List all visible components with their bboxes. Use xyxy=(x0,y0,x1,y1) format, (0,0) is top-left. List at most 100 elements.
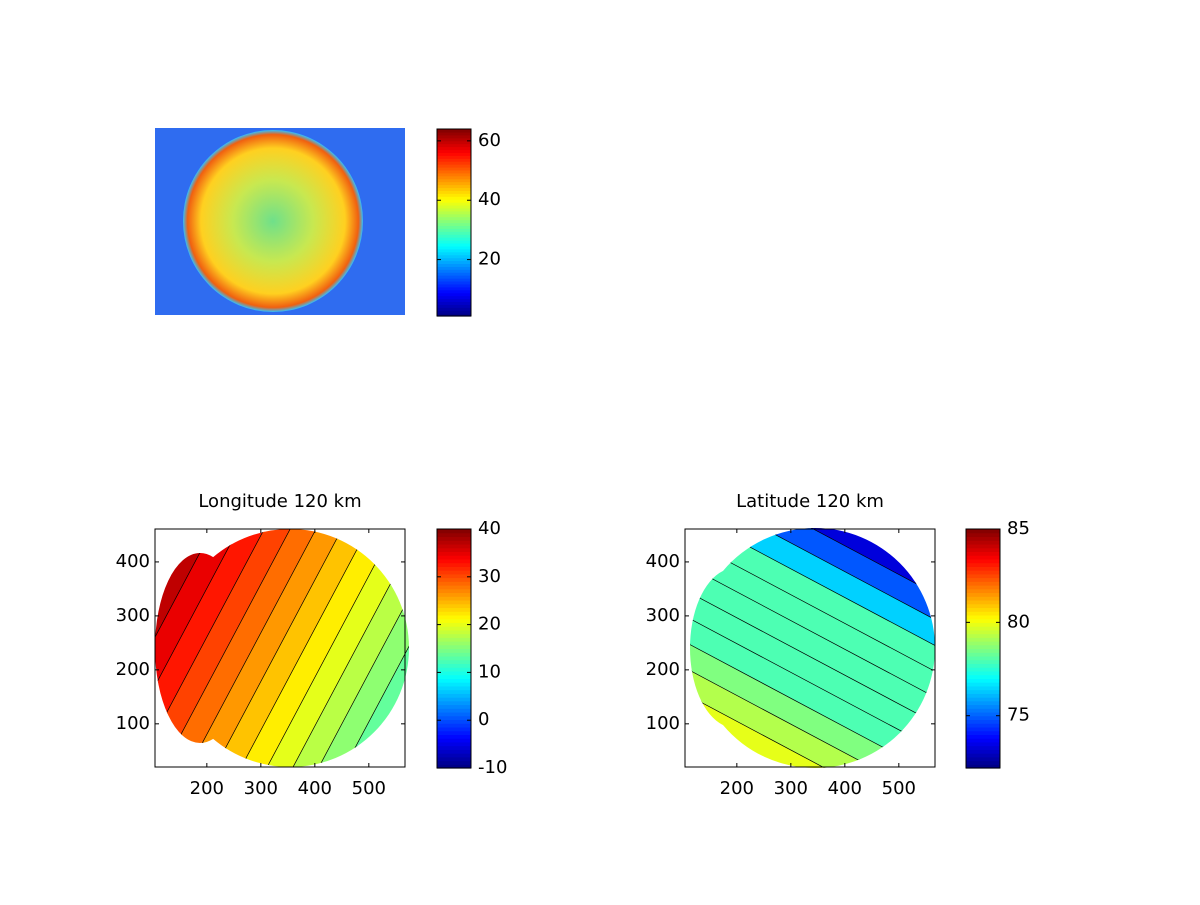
colorbar-cell xyxy=(966,618,1000,623)
colorbar-cell xyxy=(437,280,471,285)
colorbar-cell xyxy=(966,648,1000,653)
colorbar-cell xyxy=(437,245,471,250)
colorbar-cell xyxy=(437,295,471,300)
colorbar-cell xyxy=(437,202,471,206)
colorbar-tick-label: -10 xyxy=(478,757,507,778)
colorbar-cell xyxy=(966,693,1000,698)
colorbar-cell xyxy=(437,614,471,620)
colorbar-cell xyxy=(437,700,471,706)
colorbar-cell xyxy=(437,726,471,732)
colorbar-cell xyxy=(966,543,1000,549)
colorbar-cell xyxy=(966,663,1000,668)
colorbar-cell xyxy=(437,622,471,627)
colorbar-cell xyxy=(966,667,1000,672)
axes-title: Latitude 120 km xyxy=(736,491,884,512)
colorbar-tick-label: 10 xyxy=(478,661,501,682)
x-tick-label: 200 xyxy=(190,778,224,799)
y-tick-label: 300 xyxy=(646,605,680,626)
colorbar-cell xyxy=(966,659,1000,665)
colorbar-cell xyxy=(437,529,471,534)
colorbar-cell xyxy=(437,618,471,623)
colorbar-cell xyxy=(437,678,471,683)
colorbar-cell xyxy=(437,129,471,133)
colorbar-cell xyxy=(437,161,471,165)
colorbar-cell xyxy=(966,749,1000,754)
colorbar-cell xyxy=(437,585,471,590)
image-disk xyxy=(183,130,363,312)
colorbar-cell xyxy=(966,730,1000,735)
colorbar-cell xyxy=(437,248,471,253)
colorbar-cell xyxy=(437,234,471,238)
colorbar-cell xyxy=(437,543,471,549)
colorbar-cell xyxy=(966,738,1000,743)
colorbar-cell xyxy=(437,193,471,197)
colorbar-cell xyxy=(966,592,1000,597)
colorbar-cell xyxy=(437,648,471,653)
colorbar-cell xyxy=(437,283,471,288)
colorbar-cell xyxy=(437,685,471,691)
colorbar-cell xyxy=(437,536,471,541)
colorbar-cell xyxy=(437,723,471,728)
axes-title: Longitude 120 km xyxy=(198,491,361,512)
colorbar-tick-label: 40 xyxy=(478,189,501,210)
colorbar-cell xyxy=(437,704,471,709)
colorbar-cell xyxy=(437,633,471,638)
colorbar-cell xyxy=(437,222,471,227)
colorbar-cell xyxy=(966,741,1000,747)
colorbar-cell xyxy=(437,213,471,218)
colorbar-cell xyxy=(966,708,1000,713)
colorbar-cell xyxy=(437,228,471,232)
colorbar-cell xyxy=(437,674,471,679)
colorbar-cell xyxy=(437,756,471,762)
colorbar-tick-label: 20 xyxy=(478,614,501,635)
colorbar-cell xyxy=(437,216,471,221)
colorbar-cell xyxy=(437,715,471,721)
colorbar-cell xyxy=(437,275,471,279)
colorbar-cell xyxy=(437,562,471,567)
colorbar-cell xyxy=(437,532,471,538)
x-tick-label: 500 xyxy=(882,778,916,799)
colorbar-cell xyxy=(437,175,471,180)
colorbar-cell xyxy=(437,269,471,273)
colorbar-cell xyxy=(966,711,1000,717)
colorbar-cell xyxy=(437,196,471,200)
colorbar-cell xyxy=(966,685,1000,691)
colorbar-cell xyxy=(437,310,471,314)
y-tick-label: 400 xyxy=(646,551,680,572)
colorbar-cell xyxy=(437,169,471,174)
colorbar-cell xyxy=(437,555,471,560)
colorbar-cell xyxy=(437,242,471,247)
colorbar-cell xyxy=(966,540,1000,545)
colorbar-cell xyxy=(966,577,1000,582)
colorbar-cell xyxy=(966,723,1000,728)
colorbar-cell xyxy=(437,149,471,153)
colorbar-tick-label: 75 xyxy=(1007,705,1030,726)
colorbar-cell xyxy=(966,734,1000,739)
x-tick-label: 400 xyxy=(298,778,332,799)
x-tick-label: 500 xyxy=(352,778,386,799)
colorbar-cell xyxy=(437,592,471,597)
y-tick-label: 200 xyxy=(646,659,680,680)
colorbar-cell xyxy=(966,674,1000,679)
colorbar-cell xyxy=(966,532,1000,538)
colorbar-cell xyxy=(437,301,471,305)
colorbar-cell xyxy=(966,626,1000,631)
colorbar-cell xyxy=(437,178,471,183)
colorbar-cell xyxy=(437,588,471,594)
colorbar-cell xyxy=(437,225,471,229)
colorbar-cell xyxy=(437,577,471,582)
colorbar-cell xyxy=(966,644,1000,650)
axes-frame xyxy=(684,528,936,768)
colorbar-cell xyxy=(966,652,1000,657)
colorbar-cell xyxy=(966,581,1000,586)
colorbar-cell xyxy=(966,745,1000,750)
colorbar-cell xyxy=(437,181,471,186)
colorbar-cell xyxy=(966,670,1000,676)
colorbar-cell xyxy=(437,629,471,635)
colorbar-cell xyxy=(966,588,1000,594)
colorbar-cell xyxy=(966,704,1000,709)
colorbar-cell xyxy=(437,204,471,209)
colorbar-cell xyxy=(437,260,471,265)
colorbar-cell xyxy=(437,134,471,139)
